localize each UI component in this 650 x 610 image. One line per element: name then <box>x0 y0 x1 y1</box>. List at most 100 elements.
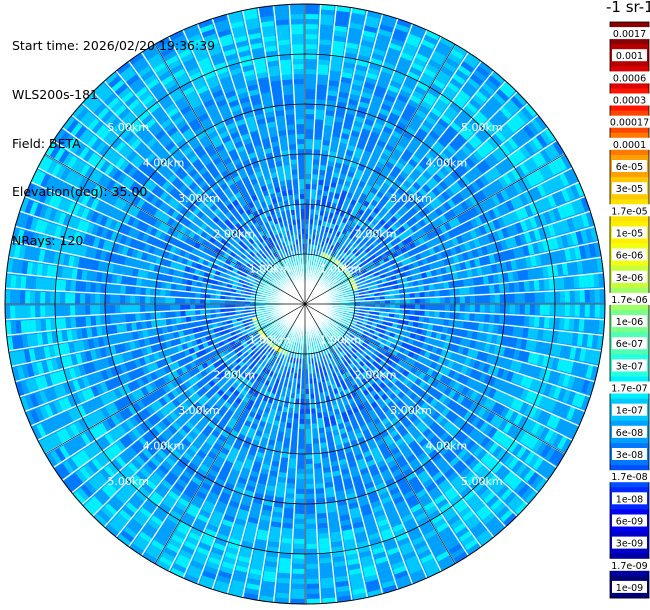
range-gate <box>373 122 384 130</box>
range-gate <box>453 166 464 178</box>
range-gate <box>309 219 314 225</box>
range-gate <box>432 173 442 183</box>
range-gate <box>518 162 530 176</box>
range-gate <box>579 289 585 303</box>
range-gate <box>424 297 430 304</box>
range-gate <box>337 91 349 99</box>
range-gate <box>291 598 305 604</box>
range-gate <box>449 101 462 113</box>
range-gate <box>298 433 305 439</box>
range-gate <box>357 54 370 63</box>
range-gate <box>345 149 354 157</box>
range-gate <box>451 97 465 109</box>
range-gate <box>346 274 353 279</box>
range-gate <box>354 64 367 72</box>
range-gate <box>277 582 291 589</box>
range-gate <box>306 513 317 519</box>
range-gate <box>454 93 468 105</box>
range-gate <box>460 144 472 156</box>
range-gate <box>435 183 445 193</box>
range-gate <box>335 253 340 260</box>
range-gate <box>352 274 359 279</box>
range-gate <box>296 488 305 494</box>
range-gate <box>441 190 450 201</box>
range-gate <box>291 588 305 594</box>
range-gate <box>361 35 375 43</box>
range-gate <box>317 64 329 71</box>
range-gate <box>330 55 343 62</box>
range-gate <box>305 244 308 250</box>
range-gate <box>305 64 317 70</box>
range-gate <box>282 522 294 529</box>
range-gate <box>464 286 470 295</box>
range-gate <box>306 573 320 579</box>
range-gate <box>283 513 294 519</box>
range-gate <box>374 244 382 251</box>
range-gate <box>408 28 424 39</box>
range-gate <box>319 29 332 36</box>
range-gate <box>382 61 395 70</box>
range-gate <box>322 246 327 253</box>
range-gate <box>460 211 470 222</box>
range-gate <box>336 101 347 109</box>
range-gate <box>392 165 402 174</box>
range-gate <box>377 28 392 38</box>
range-gate <box>447 52 462 64</box>
range-gate <box>495 109 509 123</box>
range-gate <box>434 304 440 311</box>
range-gate <box>278 477 287 483</box>
range-gate <box>330 256 335 262</box>
range-gate <box>320 567 334 574</box>
range-gate <box>453 152 464 163</box>
range-gate <box>291 438 298 444</box>
range-gate <box>380 103 392 112</box>
range-gate <box>494 130 506 143</box>
range-gate <box>331 277 336 282</box>
range-gate <box>314 124 323 130</box>
range-gate <box>511 151 523 164</box>
range-gate <box>328 150 337 158</box>
range-gate <box>297 458 305 464</box>
range-gate <box>334 111 345 118</box>
range-gate <box>362 30 376 38</box>
range-gate <box>344 47 358 55</box>
range-gate <box>300 403 305 409</box>
range-gate <box>306 503 316 509</box>
range-gate <box>524 292 530 303</box>
range-gate <box>449 121 462 133</box>
range-gate <box>514 315 520 326</box>
range-gate <box>347 98 359 106</box>
range-gate <box>296 493 305 499</box>
range-gate <box>353 265 360 271</box>
range-gate <box>336 268 342 274</box>
range-gate <box>390 37 404 47</box>
range-gate <box>412 57 427 68</box>
range-gate <box>435 216 444 226</box>
range-gate <box>415 109 427 119</box>
range-gate <box>491 194 501 206</box>
range-gate <box>394 23 409 33</box>
range-gate <box>346 170 355 178</box>
range-gate <box>523 315 530 327</box>
range-gate <box>439 311 445 318</box>
range-gate <box>332 257 337 264</box>
range-gate <box>482 199 492 210</box>
range-gate <box>286 483 296 489</box>
range-gate <box>305 34 318 40</box>
range-gate <box>333 265 339 271</box>
range-gate <box>568 275 575 289</box>
range-gate <box>479 313 485 322</box>
range-gate <box>519 145 531 159</box>
range-gate <box>346 243 352 250</box>
range-gate <box>324 270 329 276</box>
range-gate <box>481 186 491 198</box>
range-gate <box>299 423 305 429</box>
range-gate <box>549 290 555 303</box>
range-gate <box>313 129 323 135</box>
range-gate <box>457 89 471 101</box>
range-gate <box>478 174 489 186</box>
range-gate <box>394 161 405 170</box>
range-gate <box>376 33 390 42</box>
range-gate <box>341 259 348 265</box>
range-gate <box>459 312 465 320</box>
